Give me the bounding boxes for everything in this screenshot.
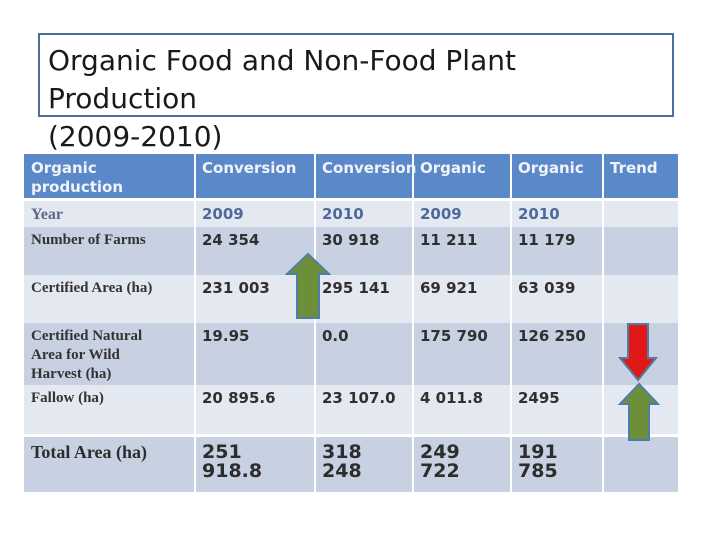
table-cell: 19.95	[194, 323, 316, 385]
table-row-certified-area: Certified Area (ha) 231 003 295 141 69 9…	[22, 275, 680, 323]
row-gap	[22, 198, 680, 201]
header-cell: Organic	[412, 154, 512, 198]
table-cell: 126 250	[510, 323, 604, 385]
row-label: Fallow (ha)	[22, 385, 196, 434]
header-row: Organic production Conversion Conversion…	[22, 154, 680, 198]
row-label-line: Certified Natural	[31, 328, 143, 344]
row-label-line: Area for Wild	[31, 347, 120, 363]
row-label: Total Area (ha)	[22, 437, 196, 492]
row-label-line: Harvest (ha)	[31, 366, 112, 382]
table-row-farms: Number of Farms 24 354 30 918 11 211 11 …	[22, 227, 680, 275]
production-table-container: Organic production Conversion Conversion…	[22, 154, 680, 492]
trend-cell	[602, 437, 680, 492]
table-cell: 11 211	[412, 227, 512, 275]
table-row-fallow: Fallow (ha) 20 895.6 23 107.0 4 011.8 24…	[22, 385, 680, 434]
table-cell: 11 179	[510, 227, 604, 275]
header-cell: Trend	[602, 154, 680, 198]
table-cell: 318 248	[314, 437, 414, 492]
arrow-up-icon	[618, 382, 660, 441]
table-cell: 23 107.0	[314, 385, 414, 434]
slide-title: Organic Food and Non-Food Plant Producti…	[38, 33, 674, 153]
header-cell: Conversion	[194, 154, 316, 198]
table-cell: 69 921	[412, 275, 512, 323]
header-cell: Organic	[510, 154, 604, 198]
trend-cell	[602, 227, 680, 275]
table-cell: 251 918.8	[194, 437, 316, 492]
table-cell: 249 722	[412, 437, 512, 492]
table-row-total: Total Area (ha) 251 918.8 318 248 249 72…	[22, 437, 680, 492]
row-label: Certified Area (ha)	[22, 275, 196, 323]
row-label: Certified Natural Area for Wild Harvest …	[22, 323, 196, 385]
row-label: Year	[22, 201, 196, 227]
table-cell: 4 011.8	[412, 385, 512, 434]
trend-cell	[602, 275, 680, 323]
table-cell: 2495	[510, 385, 604, 434]
table-row-natural-area: Certified Natural Area for Wild Harvest …	[22, 323, 680, 385]
table-cell: 231 003	[194, 275, 316, 323]
trend-cell	[602, 201, 680, 227]
arrow-up-icon	[285, 252, 331, 319]
table-cell: 30 918	[314, 227, 414, 275]
arrow-down-icon	[618, 323, 658, 382]
table-cell: 0.0	[314, 323, 414, 385]
table-cell: 295 141	[314, 275, 414, 323]
row-label: Number of Farms	[22, 227, 196, 275]
production-table: Organic production Conversion Conversion…	[22, 154, 680, 492]
header-cell: Conversion	[314, 154, 416, 198]
table-cell: 191 785	[510, 437, 604, 492]
table-cell: 63 039	[510, 275, 604, 323]
table-cell: 2010	[510, 201, 604, 227]
header-cell: Organic production	[22, 154, 196, 198]
table-row-year: Year 2009 2010 2009 2010	[22, 201, 680, 227]
row-gap	[22, 434, 680, 437]
table-cell: 24 354	[194, 227, 316, 275]
title-line-1: Organic Food and Non-Food Plant Producti…	[48, 44, 516, 115]
table-cell: 2010	[314, 201, 414, 227]
title-line-2: (2009-2010)	[48, 120, 223, 153]
table-cell: 175 790	[412, 323, 512, 385]
table-cell: 2009	[194, 201, 316, 227]
table-cell: 20 895.6	[194, 385, 316, 434]
table-cell: 2009	[412, 201, 512, 227]
